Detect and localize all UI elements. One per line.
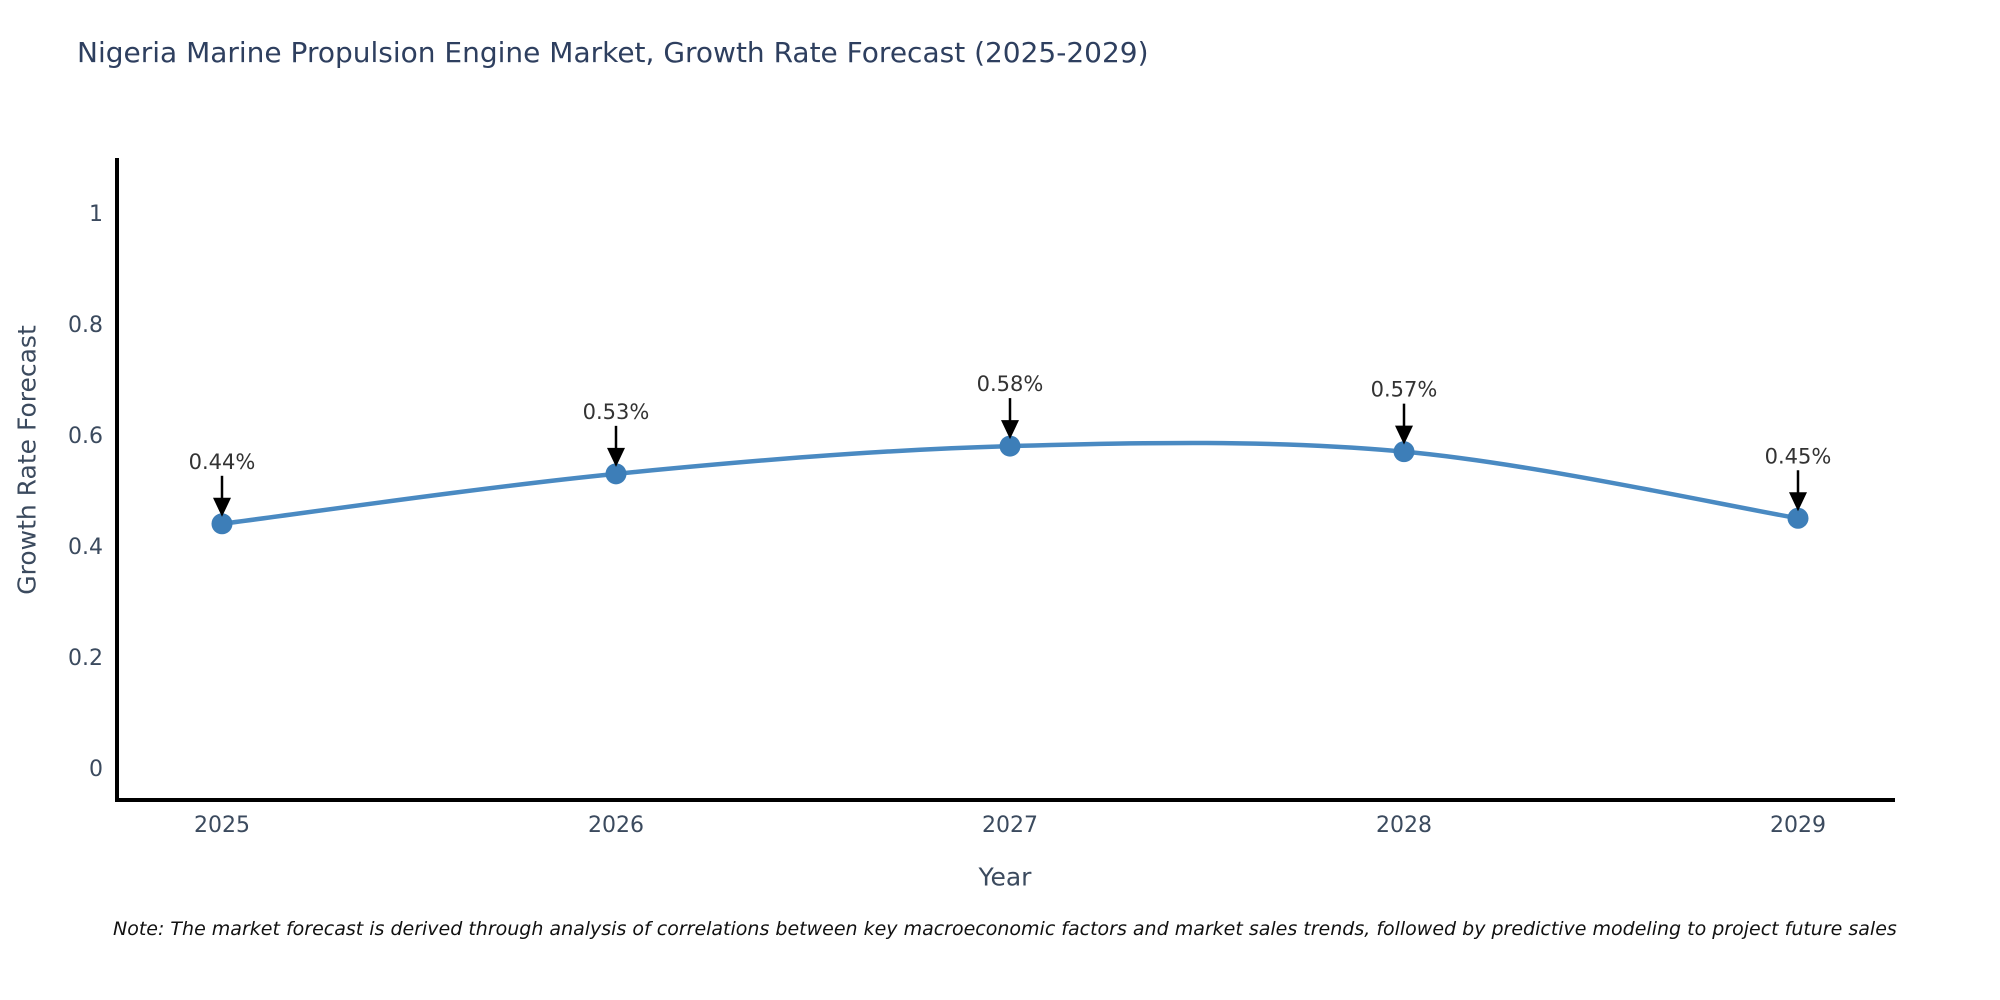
chart-title: Nigeria Marine Propulsion Engine Market,…	[77, 36, 1149, 69]
y-tick-label: 0	[89, 757, 103, 782]
x-tick-label: 2025	[194, 813, 250, 838]
annotation-arrowhead	[213, 497, 231, 517]
footnote: Note: The market forecast is derived thr…	[113, 918, 1897, 940]
data-point-label: 0.44%	[189, 450, 256, 474]
data-point-label: 0.53%	[583, 400, 650, 424]
data-point-marker	[211, 513, 233, 535]
y-tick-label: 1	[89, 202, 103, 227]
y-tick-label: 0.4	[68, 535, 103, 560]
x-tick-label: 2029	[1770, 813, 1826, 838]
x-tick-label: 2027	[982, 813, 1038, 838]
data-point-label: 0.58%	[977, 372, 1044, 396]
data-point-marker	[605, 463, 627, 485]
data-point-marker	[999, 435, 1021, 457]
y-axis-title: Growth Rate Forecast	[12, 325, 42, 595]
data-point-marker	[1393, 441, 1415, 463]
annotation-arrowhead	[607, 447, 625, 467]
y-tick-label: 0.8	[68, 313, 103, 338]
x-tick-label: 2026	[588, 813, 644, 838]
data-point-marker	[1787, 507, 1809, 529]
data-point-label: 0.57%	[1371, 378, 1438, 402]
annotation-arrowhead	[1001, 420, 1019, 440]
x-tick-label: 2028	[1376, 813, 1432, 838]
y-tick-label: 0.6	[68, 424, 103, 449]
annotation-arrowhead	[1395, 425, 1413, 445]
x-axis-title: Year	[978, 862, 1032, 892]
data-point-label: 0.45%	[1765, 444, 1832, 468]
y-tick-label: 0.2	[68, 646, 103, 671]
annotation-arrowhead	[1789, 492, 1807, 512]
